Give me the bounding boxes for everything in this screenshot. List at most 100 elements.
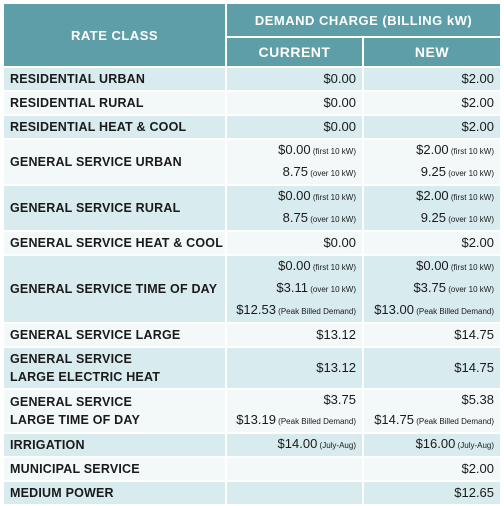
charge-line: $2.00 xyxy=(370,69,494,89)
charge-line: $0.00 xyxy=(233,69,356,89)
rate-class-name-line: IRRIGATION xyxy=(10,438,85,452)
rate-class-name-line: LARGE ELECTRIC HEAT xyxy=(10,370,161,384)
rate-class-name: MUNICIPAL SERVICE xyxy=(4,457,227,482)
table-row: MEDIUM POWER $12.65 xyxy=(4,481,501,506)
charge-note: (over 10 kW) xyxy=(307,285,356,294)
charge-value: 9.25 xyxy=(420,210,446,225)
charge-note: (Peak Billed Demand) xyxy=(275,417,356,426)
rate-class-name-line: MEDIUM POWER xyxy=(10,486,114,500)
rate-class-name: GENERAL SERVICE URBAN xyxy=(4,139,227,186)
charge-line: $0.00 (first 10 kW) xyxy=(233,256,356,278)
table-row: RESIDENTIAL RURAL $0.00 $2.00 xyxy=(4,91,501,116)
charge-line: $0.00 (first 10 kW) xyxy=(233,186,356,208)
charge-value: $2.00 xyxy=(461,119,495,134)
charge-value: $2.00 xyxy=(461,95,495,110)
charge-value: $13.00 xyxy=(374,302,414,317)
current-charge-cell: $13.12 xyxy=(226,347,364,390)
charge-note: (over 10 kW) xyxy=(446,169,495,178)
charge-line: $12.65 xyxy=(370,483,494,503)
charge-value: $13.12 xyxy=(316,360,356,375)
new-charge-cell: $2.00 xyxy=(363,231,501,256)
rate-class-name-line: GENERAL SERVICE xyxy=(10,395,133,409)
charge-note: (July-Aug) xyxy=(317,441,356,450)
current-charge-cell xyxy=(226,457,364,482)
rate-class-name-line: GENERAL SERVICE xyxy=(10,352,133,366)
charge-note: (over 10 kW) xyxy=(307,215,356,224)
rate-class-name-line: GENERAL SERVICE HEAT & COOL xyxy=(10,236,224,250)
charge-line: $0.00 xyxy=(233,117,356,137)
new-charge-cell: $14.75 xyxy=(363,323,501,348)
rate-class-name-line: RESIDENTIAL RURAL xyxy=(10,96,144,110)
charge-note: (over 10 kW) xyxy=(446,285,495,294)
rate-class-name-line: LARGE TIME OF DAY xyxy=(10,413,141,427)
charge-line: $2.00 (first 10 kW) xyxy=(370,186,494,208)
charge-value: $13.19 xyxy=(236,412,276,427)
charge-value: $0.00 xyxy=(278,142,311,157)
current-charge-cell: $13.12 xyxy=(226,323,364,348)
charge-note: (July-Aug) xyxy=(455,441,495,450)
charge-value: $16.00 xyxy=(415,436,456,451)
charge-line: $12.53 (Peak Billed Demand) xyxy=(233,300,356,322)
table-row: MUNICIPAL SERVICE $2.00 xyxy=(4,457,501,482)
charge-line: $13.00 (Peak Billed Demand) xyxy=(370,300,494,322)
rate-class-name-line: GENERAL SERVICE URBAN xyxy=(10,155,182,169)
charge-note: (Peak Billed Demand) xyxy=(275,307,356,316)
table-row: GENERAL SERVICE URBAN $0.00 (first 10 kW)… xyxy=(4,139,501,186)
rate-class-name: GENERAL SERVICE LARGE xyxy=(4,323,227,348)
charge-value: $2.00 xyxy=(416,188,449,203)
charge-value: $0.00 xyxy=(278,188,311,203)
charge-value: $0.00 xyxy=(323,119,356,134)
current-charge-cell: $0.00 xyxy=(226,231,364,256)
charge-line: $0.00 xyxy=(233,93,356,113)
charge-value: $2.00 xyxy=(461,71,495,86)
rate-class-name-line: MUNICIPAL SERVICE xyxy=(10,462,140,476)
table-row: IRRIGATION $14.00 (July-Aug) $16.00 (July-… xyxy=(4,433,501,458)
current-charge-cell: $3.75 $13.19 (Peak Billed Demand) xyxy=(226,389,364,434)
table-row: GENERAL SERVICE LARGE ELECTRIC HEAT $13.12… xyxy=(4,347,501,390)
charge-line: $3.11 (over 10 kW) xyxy=(233,278,356,300)
table-row: GENERAL SERVICE TIME OF DAY $0.00 (first … xyxy=(4,255,501,324)
charge-note: (first 10 kW) xyxy=(448,147,495,156)
charge-line: $0.00 xyxy=(233,233,356,253)
current-charge-cell: $0.00 (first 10 kW) $3.11 (over 10 kW) $12… xyxy=(226,255,364,324)
charge-line: $0.00 (first 10 kW) xyxy=(233,140,356,162)
rate-class-name: GENERAL SERVICE RURAL xyxy=(4,185,227,232)
charge-value: $0.00 xyxy=(416,258,449,273)
current-header: CURRENT xyxy=(226,37,364,68)
new-charge-cell: $2.00 (first 10 kW) 9.25 (over 10 kW) xyxy=(363,185,501,232)
charge-line: $2.00 xyxy=(370,459,494,479)
charge-value: 9.25 xyxy=(420,164,446,179)
table-row: GENERAL SERVICE LARGE TIME OF DAY $3.75 $13… xyxy=(4,389,501,434)
current-charge-cell: $0.00 xyxy=(226,115,364,140)
rate-class-name-line: GENERAL SERVICE RURAL xyxy=(10,201,181,215)
new-charge-cell: $2.00 xyxy=(363,67,501,92)
charge-value: $2.00 xyxy=(416,142,449,157)
charge-note: (first 10 kW) xyxy=(310,263,356,272)
charge-line: $2.00 xyxy=(370,233,494,253)
charge-value: $14.75 xyxy=(374,412,414,427)
charge-note: (Peak Billed Demand) xyxy=(413,307,495,316)
charge-value: $3.75 xyxy=(323,392,356,407)
charge-line: 8.75 (over 10 kW) xyxy=(233,208,356,230)
new-charge-cell: $2.00 xyxy=(363,115,501,140)
charge-value: 8.75 xyxy=(282,210,308,225)
rate-class-header: RATE CLASS xyxy=(4,4,227,68)
charge-line: $3.75 xyxy=(233,390,356,410)
table-body: RESIDENTIAL URBAN $0.00 $2.00 RESIDENTIAL R… xyxy=(4,67,501,506)
rate-class-name: GENERAL SERVICE TIME OF DAY xyxy=(4,255,227,324)
rate-class-name: MEDIUM POWER xyxy=(4,481,227,506)
new-charge-cell: $14.75 xyxy=(363,347,501,390)
table-row: RESIDENTIAL URBAN $0.00 $2.00 xyxy=(4,67,501,92)
rate-class-name: IRRIGATION xyxy=(4,433,227,458)
charge-value: $5.38 xyxy=(461,392,495,407)
charge-line: $14.00 (July-Aug) xyxy=(233,434,356,456)
charge-value: $0.00 xyxy=(278,258,311,273)
charge-value: $14.00 xyxy=(277,436,318,451)
new-charge-cell: $2.00 xyxy=(363,91,501,116)
charge-line: $5.38 xyxy=(370,390,494,410)
charge-line: $13.19 (Peak Billed Demand) xyxy=(233,410,356,432)
new-charge-cell: $0.00 (first 10 kW) $3.75 (over 10 kW) $13… xyxy=(363,255,501,324)
charge-line: $0.00 (first 10 kW) xyxy=(370,256,494,278)
charge-value: $14.75 xyxy=(454,360,495,375)
charge-value: $0.00 xyxy=(323,71,356,86)
